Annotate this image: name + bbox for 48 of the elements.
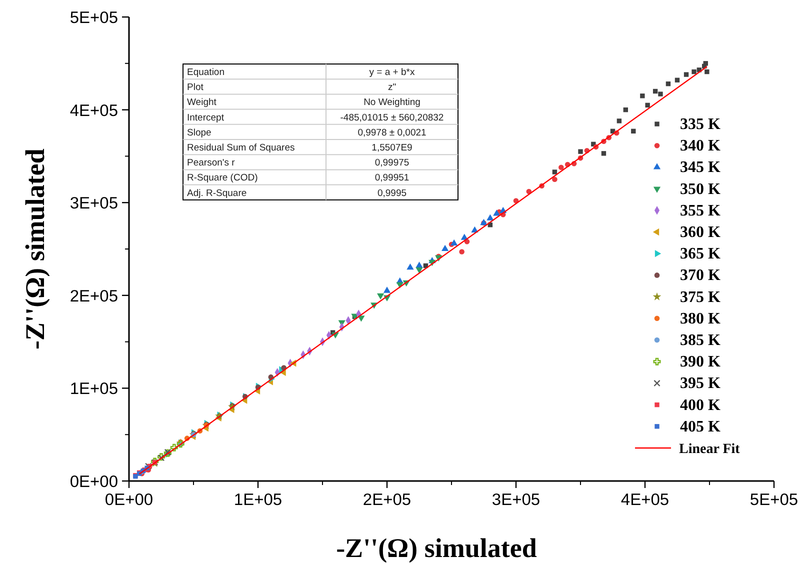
- x-tick-label: 1E+05: [234, 491, 282, 509]
- legend-label: 390 K: [680, 354, 721, 371]
- y-tick-label: 2E+05: [70, 287, 118, 306]
- annotation: Residual Sum of Squares: [187, 142, 295, 154]
- legend-label: 355 K: [680, 202, 721, 220]
- legend-label: 340 K: [680, 138, 721, 155]
- legend-label: 380 K: [680, 310, 721, 328]
- annotation: Pearson's r: [187, 158, 235, 169]
- y-tick-label: 5E+05: [70, 9, 118, 27]
- annotation: y = a + b*x: [369, 67, 415, 78]
- annotation: Intercept: [187, 112, 224, 124]
- annotation: 0,9995: [377, 188, 407, 199]
- y-tick-label: 0E+00: [70, 473, 118, 491]
- legend-label: 350 K: [680, 180, 721, 198]
- annotation: Plot: [187, 82, 204, 94]
- annotation: No Weighting: [364, 97, 420, 108]
- y-axis-title: -Z''(Ω) simulated: [20, 148, 50, 350]
- x-tick-label: 4E+05: [620, 491, 670, 509]
- legend-label: 400 K: [680, 396, 721, 414]
- x-tick-label: 2E+05: [362, 491, 412, 509]
- x-tick-label: 3E+05: [492, 491, 540, 509]
- y-tick-label: 4E+05: [70, 102, 118, 120]
- annotation: z": [388, 82, 396, 94]
- legend-label: 335 K: [680, 116, 721, 133]
- annotation: -485,01015 ± 560,20832: [340, 112, 444, 124]
- annotation: Equation: [187, 67, 225, 78]
- annotation: Adj. R-Square: [187, 188, 247, 199]
- legend-label: 370 K: [680, 267, 721, 284]
- legend-label: Linear Fit: [679, 442, 740, 457]
- y-tick-label: 3E+05: [70, 194, 118, 213]
- legend-label: 360 K: [680, 224, 721, 241]
- legend-label: 405 K: [680, 418, 721, 436]
- annotation: Weight: [187, 97, 217, 108]
- x-tick-label: 0E+00: [104, 491, 154, 509]
- legend-label: 375 K: [680, 288, 721, 306]
- annotation: 0,99975: [374, 158, 410, 169]
- legend-label: 365 K: [680, 246, 721, 263]
- y-tick-label: 1E+05: [70, 380, 118, 398]
- x-tick-label: 5E+05: [750, 491, 798, 509]
- legend-label: 345 K: [680, 159, 721, 176]
- legend-label: 385 K: [680, 332, 721, 349]
- annotation: R-Square (COD): [187, 172, 258, 184]
- legend-label: 395 K: [680, 375, 721, 392]
- x-axis-title: -Z''(Ω) simulated: [336, 533, 537, 563]
- annotation: 1,5507E9: [372, 142, 412, 154]
- annotation: Slope: [187, 127, 212, 138]
- annotation: 0,9978 ± 0,0021: [358, 127, 426, 138]
- annotation: 0,99951: [374, 172, 410, 184]
